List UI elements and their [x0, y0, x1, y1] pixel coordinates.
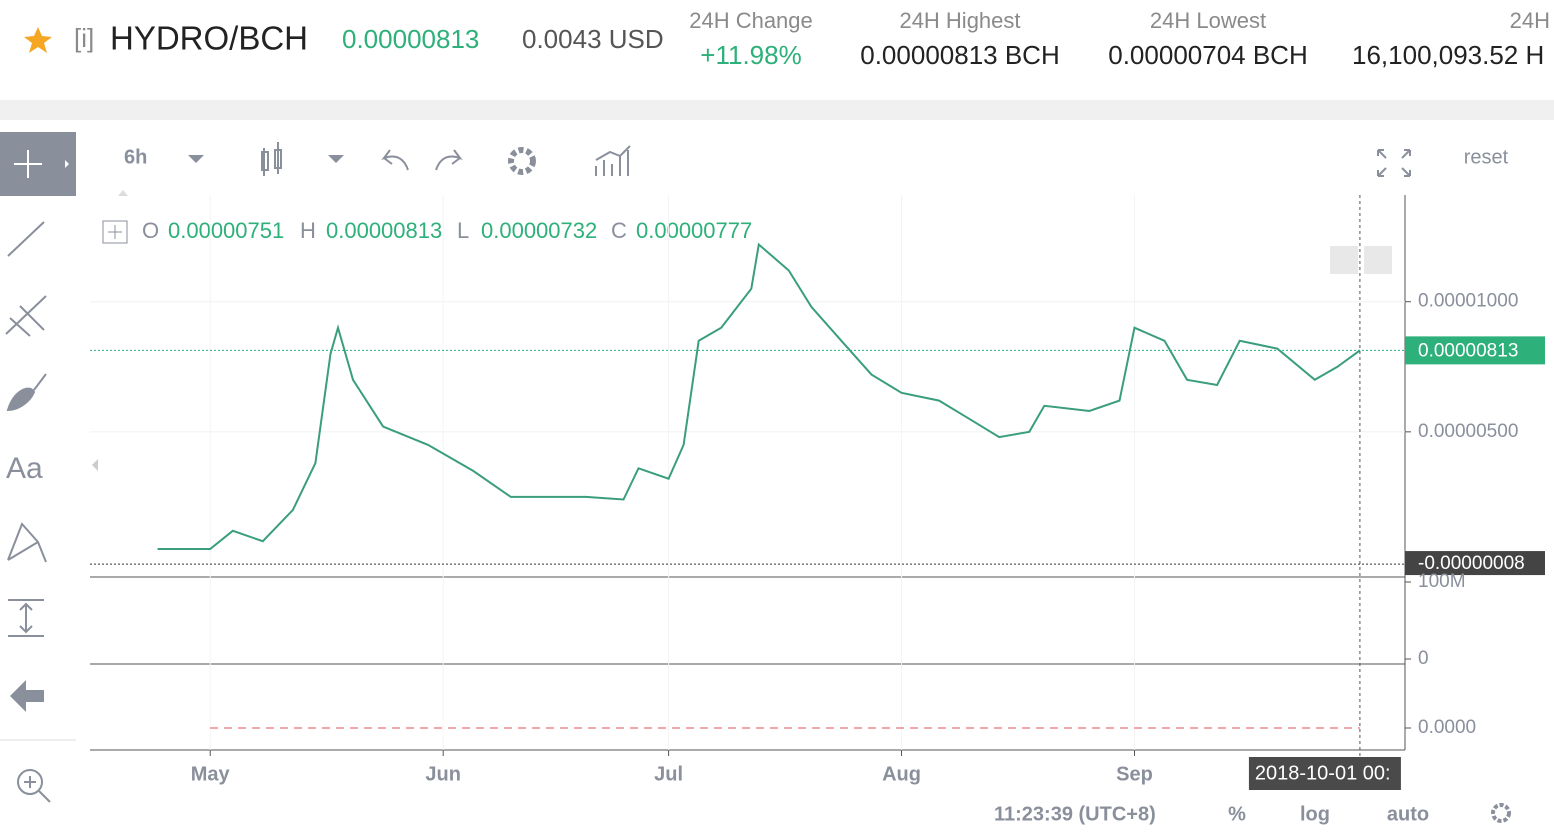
crosshair-time: 2018-10-01 00:: [1255, 762, 1391, 784]
stat-label: 24H Lowest: [1150, 8, 1266, 33]
undo[interactable]: [381, 149, 409, 171]
settings[interactable]: [508, 147, 536, 175]
reset[interactable]: reset: [1464, 146, 1509, 168]
stat-value: 0.00000704 BCH: [1108, 40, 1307, 70]
stat-label: 24H Change: [689, 8, 813, 33]
crosshair-time-box: [1248, 757, 1401, 790]
collapse-toolbar[interactable]: [92, 459, 98, 471]
brush-tool[interactable]: [6, 373, 47, 412]
legend-toggle[interactable]: [102, 220, 128, 244]
volume-tick-label: 0: [1418, 648, 1429, 669]
divider: [0, 100, 1554, 120]
stat-label: 24H: [1510, 8, 1550, 33]
zoom-tool[interactable]: [17, 769, 43, 795]
dropdown-arrow[interactable]: [188, 155, 344, 163]
macd-tick-label: 0.0000: [1418, 717, 1476, 738]
percent-toggle[interactable]: %: [1228, 803, 1246, 825]
ohlc-value: 0.00000777: [636, 218, 752, 243]
legend-toggle-icon: [108, 225, 122, 239]
scroll-button[interactable]: [1364, 246, 1392, 274]
pair-name: HYDRO/BCH: [110, 20, 308, 57]
fullscreen[interactable]: [1377, 149, 1411, 177]
price-usd: 0.0043 USD: [522, 24, 664, 54]
pitchfork-tool[interactable]: [5, 295, 47, 337]
ohlc-label: L: [457, 218, 469, 243]
log-toggle[interactable]: log: [1300, 803, 1330, 825]
redo[interactable]: [435, 149, 463, 171]
text-tool[interactable]: Aa: [6, 452, 43, 485]
chart-type[interactable]: [261, 142, 282, 176]
stat-value: +11.98%: [700, 40, 801, 70]
x-tick-label: May: [191, 763, 231, 785]
x-tick-label: Jul: [654, 763, 683, 785]
current-price-label: 0.00000813: [1418, 340, 1518, 361]
indicators[interactable]: [595, 145, 631, 176]
trendline-tool[interactable]: [7, 221, 45, 257]
clock: 11:23:39 (UTC+8): [994, 803, 1156, 825]
scroll-button[interactable]: [1330, 246, 1358, 274]
low-marker-label: -0.00000008: [1418, 553, 1525, 574]
pattern-tool[interactable]: [7, 522, 47, 563]
stat-value: 16,100,093.52 H: [1352, 40, 1544, 70]
tool-expand: [65, 160, 69, 168]
back-tool[interactable]: [10, 680, 44, 712]
crosshair-icon: [14, 150, 42, 178]
ohlc-value: 0.00000751: [168, 218, 284, 243]
favorite-star[interactable]: [24, 27, 52, 53]
low-marker-box: [1405, 551, 1545, 576]
zoom-icon: [24, 776, 51, 803]
interval[interactable]: 6h: [124, 146, 147, 168]
collapse-toolbar[interactable]: [118, 190, 128, 196]
auto-toggle[interactable]: auto: [1387, 803, 1429, 825]
ohlc-value: 0.00000813: [326, 218, 442, 243]
measure-tool[interactable]: [8, 599, 44, 637]
ohlc-label: C: [611, 218, 627, 243]
current-price-box: [1405, 336, 1545, 365]
price-line: [157, 242, 1361, 550]
ohlc-label: H: [300, 218, 316, 243]
volume-tick-label: 100M: [1418, 571, 1466, 592]
ohlc-value: 0.00000732: [481, 218, 597, 243]
x-tick-label: Sep: [1116, 763, 1153, 785]
x-tick-label: Aug: [882, 763, 921, 785]
pair-info[interactable]: [i]: [74, 23, 94, 53]
axis-settings[interactable]: [1491, 803, 1511, 823]
y-tick-label: 0.00000500: [1418, 421, 1518, 442]
stat-value: 0.00000813 BCH: [860, 40, 1059, 70]
last-price: 0.00000813: [342, 24, 479, 54]
ohlc-label: O: [142, 218, 159, 243]
y-tick-label: 0.00001000: [1418, 291, 1518, 312]
x-tick-label: Jun: [425, 763, 461, 785]
stat-label: 24H Highest: [899, 8, 1020, 33]
